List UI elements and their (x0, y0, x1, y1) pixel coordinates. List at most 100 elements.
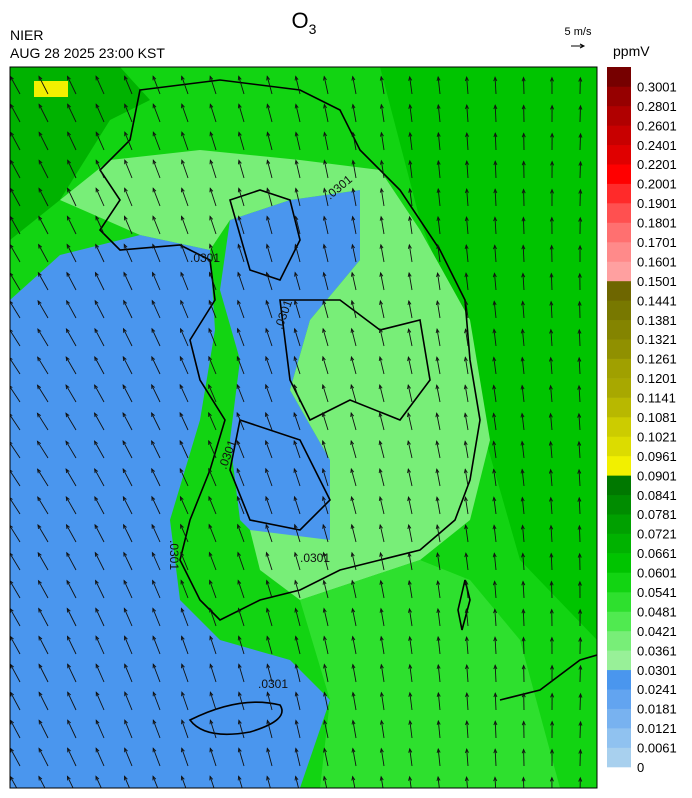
arrow-head (180, 607, 185, 613)
arrow-shaft (124, 188, 133, 207)
arrow-head (95, 187, 100, 193)
arrow-head (322, 551, 327, 557)
arrow-shaft (579, 693, 581, 711)
north-zone (10, 67, 150, 240)
arrow-head (265, 327, 270, 333)
arrow-head (577, 356, 582, 362)
colorbar-label: 0.1321 (637, 332, 677, 347)
wind-arrow (436, 635, 441, 655)
arrow-head (550, 692, 555, 698)
arrow-shaft (66, 580, 77, 599)
arrow-shaft (323, 216, 329, 235)
arrow-head (152, 159, 157, 165)
colorbar-swatch (607, 494, 631, 515)
arrow-shaft (322, 468, 329, 487)
arrow-head (549, 272, 554, 278)
arrow-head (124, 159, 128, 165)
arrow-shaft (10, 188, 21, 207)
arrow-shaft (238, 104, 245, 123)
arrow-head (294, 691, 299, 697)
arrow-head (122, 440, 127, 446)
wind-arrow (465, 720, 470, 739)
arrow-head (520, 356, 525, 362)
arrow-head (465, 664, 469, 670)
arrow-shaft (522, 777, 525, 788)
arrow-head (94, 327, 99, 333)
arrow-shaft (323, 580, 329, 599)
arrow-shaft (67, 104, 77, 123)
wind-arrow (237, 299, 245, 319)
wind-arrow (464, 552, 469, 571)
arrow-head (209, 187, 214, 193)
wind-arrow (550, 188, 554, 207)
arrow-head (66, 215, 71, 221)
arrow-shaft (494, 133, 497, 151)
wind-arrow (407, 551, 413, 571)
arrow-head (578, 664, 583, 670)
title-subscript: 3 (309, 21, 317, 37)
arrow-head (208, 383, 212, 389)
arrow-shaft (37, 356, 49, 375)
arrow-head (37, 579, 42, 585)
arrow-head (578, 76, 583, 82)
arrow-shaft (436, 329, 441, 347)
wind-arrow (407, 495, 413, 515)
arrow-shaft (180, 608, 189, 627)
arrow-shaft (123, 244, 133, 263)
arrow-shaft (579, 161, 581, 179)
arrow-head (578, 104, 583, 110)
wind-arrow (322, 271, 329, 291)
arrow-head (351, 579, 355, 585)
wind-arrow (521, 76, 526, 95)
wind-arrow (265, 467, 273, 487)
wind-arrow (520, 300, 525, 319)
arrow-shaft (493, 385, 497, 403)
arrow-shaft (209, 776, 215, 788)
arrow-head (37, 328, 42, 334)
wind-arrow (577, 580, 582, 599)
arrow-head (351, 131, 356, 137)
arrow-head (266, 187, 271, 193)
arrow-shaft (352, 776, 356, 788)
arrow-head (37, 524, 42, 530)
arrow-shaft (437, 132, 441, 151)
arrow-shaft (493, 357, 497, 375)
arrow-shaft (38, 692, 49, 711)
arrow-shaft (351, 300, 357, 319)
wind-arrow (293, 383, 301, 403)
colorbar-swatch (607, 592, 631, 612)
wind-arrow (435, 524, 441, 543)
arrow-shaft (380, 748, 385, 767)
wind-arrow (321, 467, 329, 487)
wind-arrow (237, 271, 245, 291)
arrow-head (294, 103, 299, 109)
arrow-shaft (209, 132, 217, 151)
arrow-shaft (352, 76, 357, 95)
wind-arrow (94, 271, 105, 291)
arrow-head (493, 76, 498, 82)
arrow-head (151, 523, 156, 529)
arrow-head (577, 580, 582, 586)
wind-arrow (37, 271, 49, 291)
arrow-head (436, 103, 441, 109)
arrow-shaft (323, 76, 329, 95)
arrow-head (95, 607, 100, 613)
wind-arrow (151, 495, 161, 515)
wind-arrow (548, 468, 553, 487)
arrow-shaft (380, 664, 385, 683)
arrow-shaft (550, 301, 553, 319)
arrow-head (492, 524, 497, 530)
arrow-shaft (380, 160, 385, 179)
arrow-head (408, 719, 413, 725)
arrow-head (492, 440, 497, 446)
arrow-shaft (180, 552, 189, 571)
arrow-shaft (94, 384, 105, 403)
arrow-shaft (266, 160, 273, 179)
arrow-head (294, 775, 299, 781)
wind-arrow (323, 159, 329, 179)
arrow-head (265, 383, 269, 389)
arrow-head (436, 215, 441, 222)
arrow-shaft (550, 385, 553, 403)
arrow-shaft (352, 748, 357, 767)
arrow-shaft (550, 441, 553, 459)
